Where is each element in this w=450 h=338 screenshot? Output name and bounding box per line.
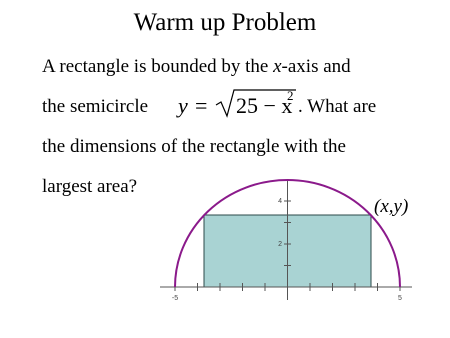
problem-line: . What are bbox=[298, 96, 376, 117]
variable: x bbox=[272, 56, 282, 77]
graph: 4 2 -5 5 (x,y) bbox=[160, 179, 412, 302]
semicircle bbox=[174, 179, 401, 288]
text: -axis and bbox=[282, 56, 352, 77]
y-tick-label: 2 bbox=[278, 241, 282, 248]
title: Warm up Problem bbox=[134, 9, 317, 36]
x-tick-label: -5 bbox=[172, 295, 178, 302]
problem-line: A rectangle is bounded by the x-axis and bbox=[42, 56, 351, 77]
x-tick-label: 5 bbox=[398, 295, 402, 302]
eq-exponent: 2 bbox=[287, 88, 294, 103]
text: A rectangle is bounded by the bbox=[42, 56, 273, 77]
equation: y = 25 − x 2 bbox=[176, 88, 296, 118]
problem-line: the dimensions of the rectangle with the bbox=[42, 136, 346, 157]
radical bbox=[215, 89, 296, 118]
x-ticks bbox=[174, 283, 401, 291]
eq-equals: = bbox=[195, 93, 207, 118]
point-label: (x,y) bbox=[374, 196, 408, 217]
eq-radicand: 25 − x bbox=[236, 93, 292, 118]
y-ticks bbox=[284, 200, 291, 266]
y-tick-label: 4 bbox=[278, 198, 282, 205]
eq-lhs: y bbox=[176, 93, 188, 118]
problem-line: the semicircle bbox=[42, 96, 148, 117]
problem-line: largest area? bbox=[42, 176, 137, 197]
